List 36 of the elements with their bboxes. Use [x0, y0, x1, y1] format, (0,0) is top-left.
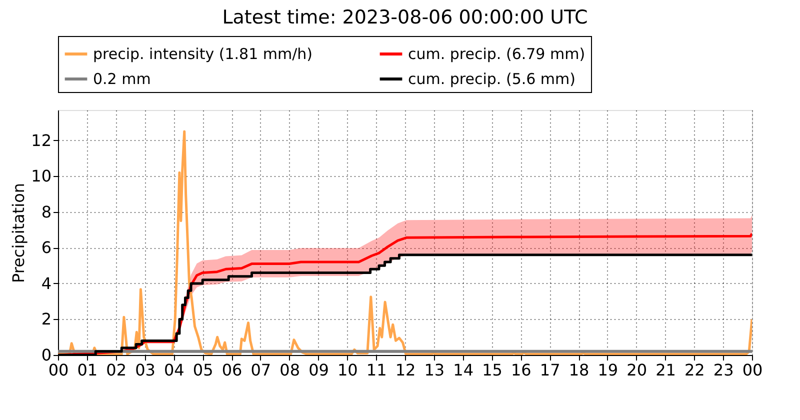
- x-tick-label: 19: [598, 360, 618, 380]
- x-tick-label: 09: [308, 360, 329, 380]
- x-tick-label: 00: [742, 360, 763, 380]
- y-tick-label: 10: [31, 166, 52, 186]
- x-tick-label: 20: [626, 360, 648, 380]
- x-tick-label: 22: [684, 360, 705, 380]
- x-tick-label: 03: [135, 360, 156, 380]
- x-tick-label: 07: [250, 360, 272, 380]
- y-tick-label: 8: [41, 202, 52, 222]
- x-tick-label: 02: [106, 360, 127, 380]
- legend-label: 0.2 mm: [93, 70, 151, 88]
- x-tick-label: 11: [366, 360, 387, 380]
- x-tick-label: 17: [540, 360, 560, 380]
- x-tick-label: 10: [337, 360, 358, 380]
- x-tick-label: 21: [656, 360, 676, 380]
- x-tick-label: 12: [395, 360, 416, 380]
- legend-label: cum. precip. (6.79 mm): [408, 45, 586, 63]
- x-tick-label: 13: [424, 360, 445, 380]
- x-tick-label: 23: [713, 360, 734, 380]
- x-tick-label: 01: [77, 360, 98, 380]
- y-axis-title: Precipitation: [9, 182, 28, 284]
- x-tick-label: 16: [510, 360, 532, 380]
- x-tick-label: 08: [280, 360, 300, 380]
- x-tick-label: 06: [222, 360, 242, 380]
- y-tick-label: 12: [31, 130, 52, 150]
- x-tick-label: 14: [453, 360, 474, 380]
- x-tick-label: 04: [164, 360, 184, 380]
- y-tick-label: 4: [41, 274, 52, 293]
- chart-title: Latest time: 2023-08-06 00:00:00 UTC: [222, 6, 588, 28]
- x-tick-label: 18: [568, 360, 590, 380]
- legend-label: cum. precip. (5.6 mm): [408, 70, 576, 88]
- y-tick-label: 6: [41, 238, 52, 258]
- legend-label: precip. intensity (1.81 mm/h): [93, 45, 313, 63]
- x-tick-label: 15: [482, 360, 502, 380]
- x-tick-label: 05: [192, 360, 214, 380]
- y-tick-label: 2: [41, 310, 52, 329]
